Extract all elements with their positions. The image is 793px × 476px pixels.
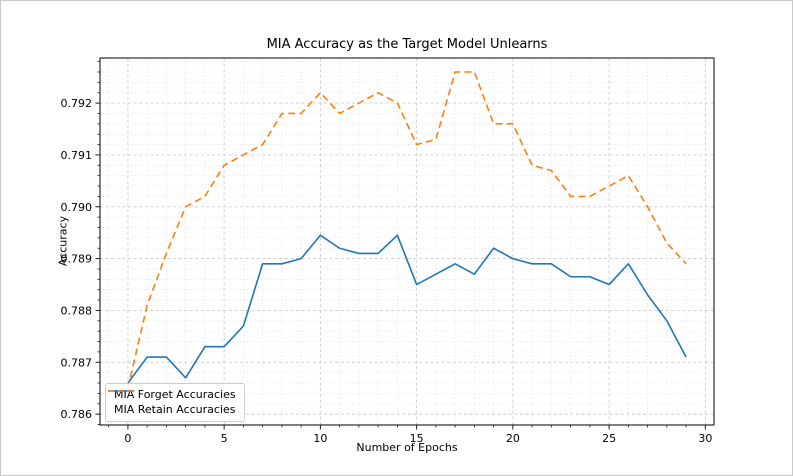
x-tick-label: 30 — [698, 432, 712, 445]
x-tick-label: 15 — [410, 432, 424, 445]
chart-title: MIA Accuracy as the Target Model Unlearn… — [266, 37, 548, 52]
y-tick-label: 0.792 — [61, 97, 93, 110]
x-tick-label: 20 — [506, 432, 520, 445]
axes-spines — [99, 57, 715, 426]
x-tick-label: 25 — [602, 432, 616, 445]
legend: MIA Forget Accuracies MIA Retain Accurac… — [105, 383, 245, 422]
x-tick-label: 10 — [313, 432, 327, 445]
x-tick-label: 0 — [124, 432, 131, 445]
legend-label-retain: MIA Retain Accuracies — [114, 403, 236, 416]
x-tick-label: 5 — [221, 432, 228, 445]
y-tick-label: 0.791 — [61, 149, 93, 162]
y-tick-label: 0.787 — [61, 356, 93, 369]
y-tick-label: 0.790 — [61, 201, 93, 214]
legend-label-forget: MIA Forget Accuracies — [114, 388, 236, 401]
y-tick-label: 0.786 — [61, 408, 93, 421]
forget-accuracies-line — [127, 234, 687, 384]
retain-accuracies-line — [127, 71, 687, 389]
legend-item-retain: MIA Retain Accuracies — [108, 390, 236, 417]
retain-line-sample-icon — [108, 390, 134, 392]
y-axis-label: Accuracy — [56, 215, 70, 267]
y-tick-label: 0.789 — [61, 253, 93, 266]
x-axis-label: Number of Epochs — [356, 441, 458, 454]
y-tick-label: 0.788 — [61, 304, 93, 317]
